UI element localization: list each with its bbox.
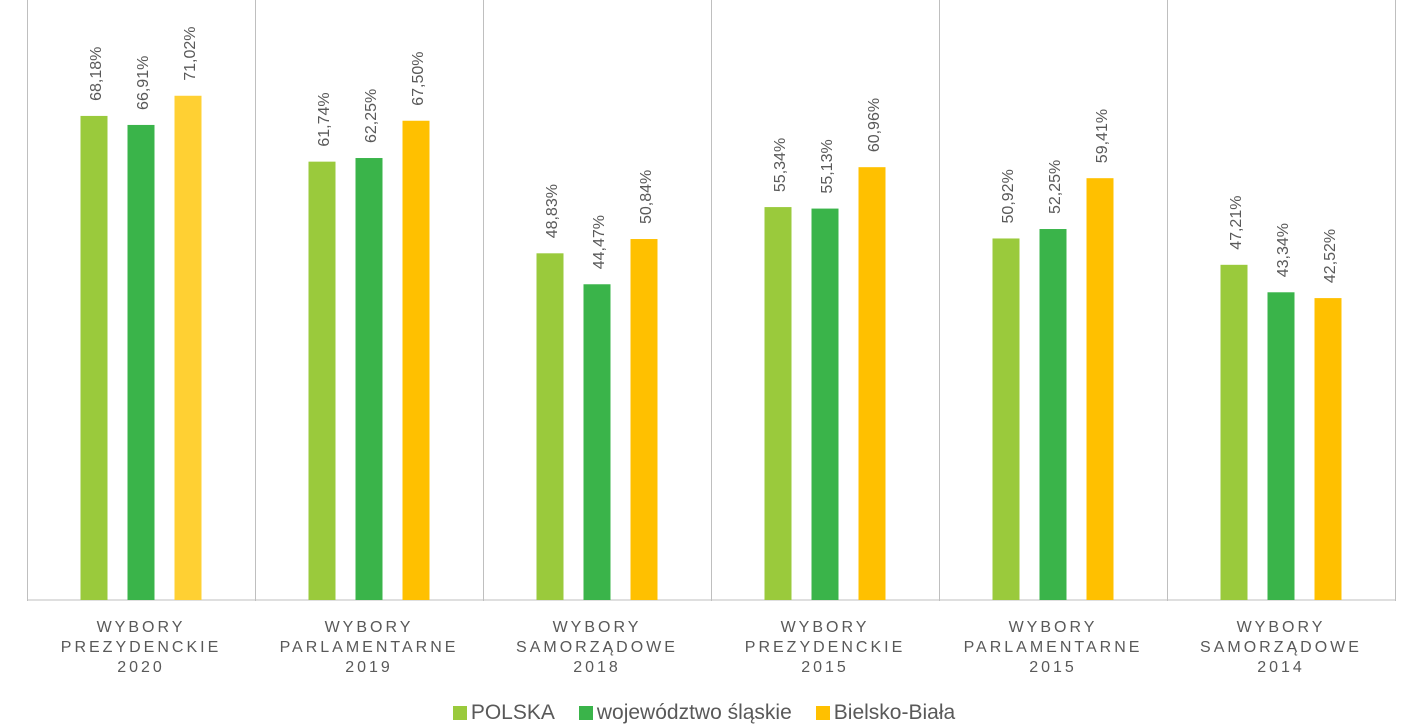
chart-legend: POLSKA województwo śląskie Bielsko-Biała xyxy=(0,700,1408,726)
bar xyxy=(80,115,108,600)
data-label: 47,21% xyxy=(1228,196,1245,250)
data-label: 66,91% xyxy=(135,56,152,110)
data-label: 68,18% xyxy=(88,47,105,101)
category-label: 2020 xyxy=(117,659,165,676)
legend-label-polska: POLSKA xyxy=(470,701,555,724)
category-label: 2015 xyxy=(1029,659,1077,676)
data-label: 61,74% xyxy=(316,92,333,146)
category-label: WYBORY xyxy=(1237,619,1326,636)
bar xyxy=(127,124,155,601)
data-label: 59,41% xyxy=(1094,109,1111,163)
bar xyxy=(1039,229,1067,600)
data-label: 50,84% xyxy=(638,170,655,224)
legend-label-bielsko: Bielsko-Biała xyxy=(833,701,956,724)
data-label: 42,52% xyxy=(1322,229,1339,283)
bar xyxy=(992,238,1020,600)
category-label: PREZYDENCKIE xyxy=(745,639,905,656)
legend-swatch-bielsko xyxy=(815,706,830,720)
data-label: 50,92% xyxy=(1000,169,1017,223)
category-label: SAMORZĄDOWE xyxy=(516,639,678,656)
legend-swatch-polska xyxy=(452,706,467,720)
data-label: 67,50% xyxy=(410,51,427,105)
bar xyxy=(308,161,336,600)
category-label: PARLAMENTARNE xyxy=(964,639,1143,656)
category-label: PARLAMENTARNE xyxy=(280,639,459,656)
category-label: WYBORY xyxy=(781,619,870,636)
bar xyxy=(764,207,792,600)
legend-item-polska: POLSKA xyxy=(452,701,555,725)
category-label: 2018 xyxy=(573,659,621,676)
category-label: WYBORY xyxy=(1009,619,1098,636)
data-label: 43,34% xyxy=(1275,223,1292,277)
bar xyxy=(402,120,430,600)
legend-swatch-wojewodztwo xyxy=(578,706,593,720)
category-label: WYBORY xyxy=(97,619,186,636)
data-label: 60,96% xyxy=(866,98,883,152)
legend-label-wojewodztwo: województwo śląskie xyxy=(596,701,792,724)
bar xyxy=(1086,178,1114,600)
data-label: 48,83% xyxy=(544,184,561,238)
legend-item-wojewodztwo: województwo śląskie xyxy=(578,701,792,725)
bar xyxy=(1220,264,1248,600)
data-label: 55,34% xyxy=(772,138,789,192)
bar-chart: 68,18% 66,91% 71,02% WYBORY PREZYDENCKIE 2020… xyxy=(27,0,1396,676)
category-label: 2015 xyxy=(801,659,849,676)
bar xyxy=(355,158,383,600)
category-label: WYBORY xyxy=(553,619,642,636)
category-label: SAMORZĄDOWE xyxy=(1200,639,1362,656)
data-label: 71,02% xyxy=(182,26,199,80)
data-label: 55,13% xyxy=(819,139,836,193)
data-label: 44,47% xyxy=(591,215,608,269)
bar xyxy=(1314,298,1342,600)
category-label: 2019 xyxy=(345,659,393,676)
bar xyxy=(583,284,611,600)
category-label: PREZYDENCKIE xyxy=(61,639,221,656)
bar xyxy=(174,95,202,601)
legend-item-bielsko: Bielsko-Biała xyxy=(815,701,956,725)
category-label: 2014 xyxy=(1257,659,1305,676)
data-label: 52,25% xyxy=(1047,160,1064,214)
bar xyxy=(811,208,839,600)
data-label: 62,25% xyxy=(363,89,380,143)
bar xyxy=(1267,292,1295,600)
category-label: WYBORY xyxy=(325,619,414,636)
bar xyxy=(630,239,658,600)
bar xyxy=(536,253,564,600)
bar xyxy=(858,167,886,600)
